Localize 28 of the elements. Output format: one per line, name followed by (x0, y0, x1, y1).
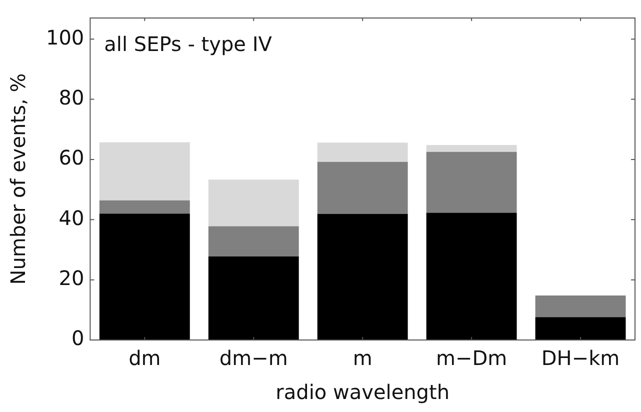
y-tick-label: 20 (58, 266, 84, 290)
bar (535, 317, 626, 340)
x-axis-title: radio wavelength (276, 380, 450, 404)
y-tick-label: 60 (58, 146, 84, 170)
bar (208, 180, 299, 226)
bar (317, 142, 408, 162)
y-tick-label: 40 (58, 206, 84, 230)
x-tick-label: DH−km (541, 346, 620, 370)
y-tick-label: 0 (71, 326, 84, 350)
x-tick-label: m−Dm (436, 346, 508, 370)
bar (317, 214, 408, 340)
bar (535, 295, 626, 318)
bar (426, 144, 517, 152)
x-tick-label: m (352, 346, 372, 370)
x-tick-label: dm−m (219, 346, 288, 370)
bar (99, 142, 190, 200)
bar (317, 162, 408, 214)
bar (426, 152, 517, 213)
bar (208, 256, 299, 340)
x-tick-label: dm (128, 346, 161, 370)
bar (99, 214, 190, 340)
text: all SEPs - type IV (104, 32, 272, 56)
bar (426, 212, 517, 340)
y-tick-label: 80 (58, 85, 84, 110)
bar (208, 226, 299, 256)
y-axis-title: Number of events, % (6, 73, 30, 285)
bar (99, 200, 190, 214)
y-tick-label: 100 (46, 25, 84, 50)
